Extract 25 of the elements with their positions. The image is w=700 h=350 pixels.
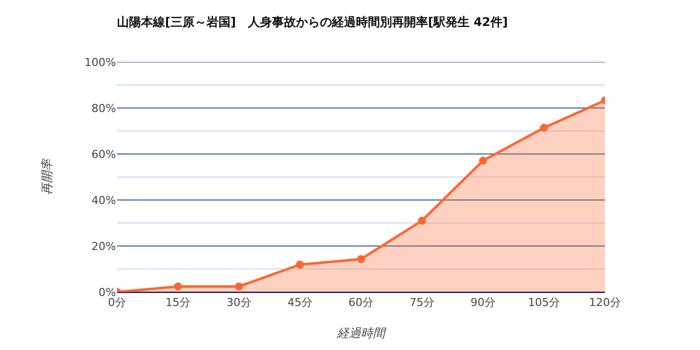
y-tick-label: 80% [92, 102, 116, 115]
point [296, 260, 304, 269]
x-tick-label: 0分 [108, 296, 126, 310]
x-tick-label: 120分 [589, 296, 621, 310]
y-tick-label: 100% [84, 56, 116, 69]
x-axis-title: 経過時間 [336, 326, 387, 340]
point [479, 156, 487, 165]
point [357, 255, 365, 264]
point [235, 282, 243, 290]
point [540, 124, 548, 132]
x-tick-label: 105分 [528, 296, 560, 310]
point [174, 282, 182, 290]
point [418, 216, 426, 225]
x-tick-label: 45分 [288, 296, 312, 310]
y-tick-label: 40% [92, 194, 116, 207]
x-tick-label: 75分 [410, 296, 434, 310]
y-tick-label: 20% [92, 240, 116, 253]
y-tick-label: 0% [98, 286, 116, 299]
x-tick-label: 90分 [470, 296, 496, 310]
x-tick-label: 60分 [348, 296, 374, 310]
y-axis-title: 再開率 [40, 157, 54, 195]
chart-title: 山陽本線[三原～岩国] 人身事故からの経過時間別再開率[駅発生 42件] [117, 14, 508, 29]
x-tick-label: 15分 [166, 296, 190, 310]
y-tick-label: 60% [92, 148, 116, 161]
x-tick-label: 30分 [226, 296, 252, 310]
